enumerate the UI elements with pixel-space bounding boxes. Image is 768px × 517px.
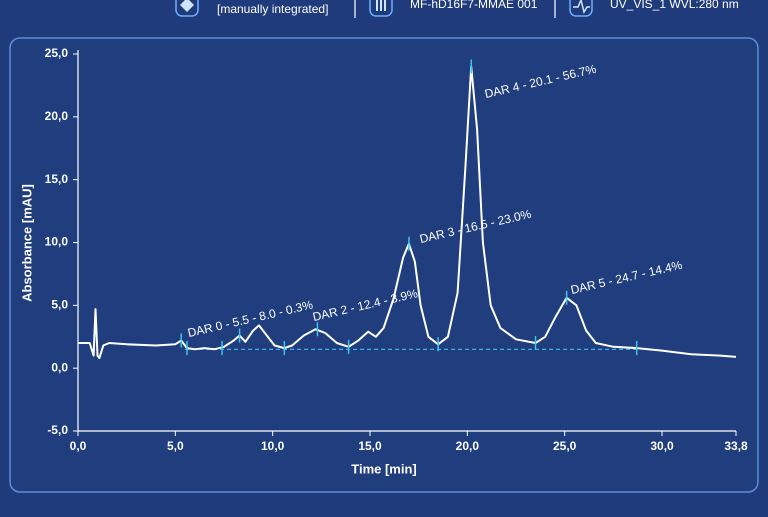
x-tick-label: 30,0	[650, 439, 674, 453]
y-tick-label: 0,0	[51, 360, 68, 374]
y-tick-label: 25,0	[45, 46, 69, 60]
chromatogram-trace	[78, 65, 737, 360]
x-tick-label: 5,0	[167, 439, 184, 453]
x-tick-label: 20,0	[456, 439, 480, 453]
y-tick-label: -5,0	[47, 423, 68, 437]
y-axis-title: Absorbance [mAU]	[19, 184, 34, 302]
icon	[569, 0, 593, 17]
x-tick-label: 15,0	[358, 439, 382, 453]
header-status: [manually integrated]	[217, 2, 328, 16]
header-channel: UV_VIS_1 WVL:280 nm	[610, 0, 739, 11]
y-tick-label: 15,0	[45, 172, 69, 186]
header-sample: MF-hD16F7-MMAE 001	[410, 0, 538, 11]
y-tick-label: 20,0	[45, 109, 69, 123]
chart-panel	[9, 37, 759, 493]
x-tick-label: 25,0	[553, 439, 577, 453]
y-tick-label: 10,0	[45, 235, 69, 249]
x-tick-label: 33,8	[724, 439, 748, 453]
x-tick-label: 10,0	[261, 439, 285, 453]
header: [manually integrated] MF-hD16F7-MMAE 001…	[175, 0, 739, 18]
icon	[180, 0, 194, 12]
icon	[573, 0, 590, 14]
icon	[376, 0, 386, 11]
icon	[175, 0, 199, 17]
icon	[369, 0, 393, 17]
x-axis-title: Time [min]	[351, 461, 417, 476]
y-tick-label: 5,0	[51, 298, 68, 312]
x-tick-label: 0,0	[70, 439, 87, 453]
